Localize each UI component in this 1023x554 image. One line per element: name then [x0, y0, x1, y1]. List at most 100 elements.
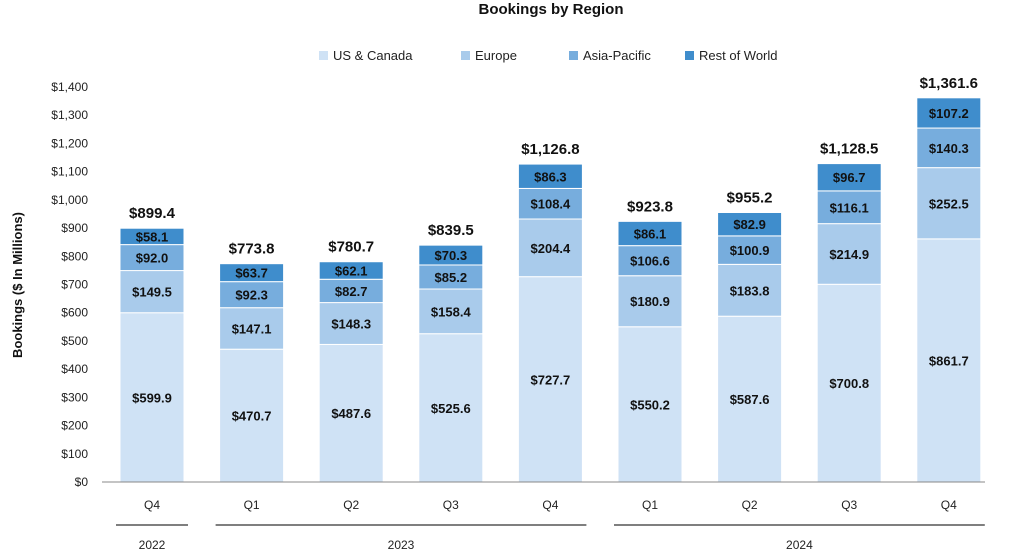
bar-segment-label: $147.1	[232, 321, 272, 336]
y-tick-label: $500	[61, 334, 88, 348]
bar-segment-label: $70.3	[435, 248, 468, 263]
bar-segment	[617, 326, 683, 483]
bar-segment	[916, 97, 982, 129]
bar-segment	[119, 270, 185, 314]
bar-segment-label: $108.4	[531, 197, 572, 212]
bar-total-label: $1,361.6	[920, 75, 978, 92]
y-tick-label: $1,300	[51, 108, 88, 122]
bar-segment	[617, 220, 683, 247]
bar-segment-label: $599.9	[132, 390, 172, 405]
x-tick-label: Q4	[144, 498, 160, 512]
legend-label: US & Canada	[333, 48, 413, 63]
bar-segment-label: $861.7	[929, 353, 969, 368]
bar-segment-label: $107.2	[929, 106, 969, 121]
bar-total-label: $1,128.5	[820, 141, 878, 158]
bar-segment	[219, 307, 285, 350]
year-label: 2022	[139, 538, 166, 552]
bar-segment-label: $148.3	[331, 317, 371, 332]
bar-segment	[219, 348, 285, 483]
bar-segment	[219, 263, 285, 283]
legend: US & Canada Europe Asia-Pacific Rest of Wor…	[319, 48, 778, 63]
bar-segment	[418, 244, 484, 266]
bar-segment	[318, 261, 384, 280]
y-tick-label: $1,200	[51, 136, 88, 150]
bar-segment-label: $180.9	[630, 294, 670, 309]
bar-segment-label: $86.3	[534, 169, 567, 184]
bar-segment	[219, 281, 285, 309]
bar-segment	[717, 315, 783, 483]
bar-segment-label: $62.1	[335, 263, 368, 278]
bar-segment	[916, 127, 982, 169]
y-tick-label: $100	[61, 447, 88, 461]
x-tick-label: Q2	[742, 498, 758, 512]
bar-segment	[418, 264, 484, 290]
bar-segment-label: $82.7	[335, 284, 368, 299]
legend-label: Europe	[475, 48, 517, 63]
bar-segment-label: $204.4	[531, 241, 572, 256]
bar-segment-label: $252.5	[929, 196, 969, 211]
bar-total-label: $839.5	[428, 222, 474, 239]
legend-swatch	[461, 51, 470, 60]
bar-segment	[418, 288, 484, 335]
legend-swatch	[319, 51, 328, 60]
x-tick-label: Q1	[642, 498, 658, 512]
y-tick-label: $600	[61, 306, 88, 320]
y-tick-label: $200	[61, 419, 88, 433]
bar-segment-label: $183.8	[730, 283, 770, 298]
bar-segment-label: $470.7	[232, 409, 272, 424]
x-axis: Q4 Q1 Q2 Q3 Q4 Q1 Q2 Q3 Q4 2022 2023 2024	[116, 498, 985, 552]
y-tick-label: $1,400	[51, 80, 88, 94]
bar-segment	[617, 275, 683, 328]
bar-segment-label: $149.5	[132, 285, 172, 300]
x-tick-label: Q4	[542, 498, 558, 512]
year-label: 2024	[786, 538, 813, 552]
bar-segment	[816, 190, 882, 225]
bar-segment-label: $487.6	[331, 406, 371, 421]
legend-label: Asia-Pacific	[583, 48, 651, 63]
bar-segment	[717, 211, 783, 237]
bar-segment-label: $85.2	[435, 270, 468, 285]
bar-segment-label: $82.9	[733, 217, 766, 232]
legend-swatch	[685, 51, 694, 60]
y-tick-label: $300	[61, 390, 88, 404]
x-tick-label: Q3	[443, 498, 459, 512]
bar-total-label: $955.2	[727, 189, 773, 206]
bar-segment	[816, 283, 882, 483]
bar-total-label: $899.4	[129, 205, 176, 222]
x-tick-label: Q2	[343, 498, 359, 512]
y-tick-label: $0	[75, 475, 89, 489]
bar-segment-label: $550.2	[630, 397, 670, 412]
bar-segment	[517, 187, 583, 220]
bar-segment-label: $727.7	[531, 372, 571, 387]
bar-segment	[517, 218, 583, 278]
bar-segment	[517, 276, 583, 483]
bar-segment	[717, 235, 783, 265]
bar-segment	[916, 167, 982, 240]
y-tick-label: $800	[61, 249, 88, 263]
bar-total-label: $773.8	[229, 241, 275, 258]
bar-segment	[916, 238, 982, 483]
bar-segment-label: $116.1	[830, 200, 869, 215]
bar-segment	[517, 163, 583, 189]
y-axis-label: Bookings ($ In Millions)	[10, 212, 25, 358]
y-tick-label: $400	[61, 362, 88, 376]
bar-total-label: $1,126.8	[521, 141, 579, 158]
bar-total-label: $923.8	[627, 198, 673, 215]
bar-segment	[318, 343, 384, 483]
bar-segment-label: $63.7	[235, 266, 268, 281]
y-tick-label: $700	[61, 278, 88, 292]
bar-segment-label: $92.0	[136, 251, 169, 266]
bar-segment-label: $587.6	[730, 392, 770, 407]
bar-segment-label: $214.9	[829, 247, 869, 262]
bar-segment-label: $700.8	[829, 376, 869, 391]
bar-segment	[816, 163, 882, 192]
bar-total-label: $780.7	[328, 239, 374, 256]
bar-segment-label: $140.3	[929, 141, 969, 156]
bars: $599.9 $149.5 $92.0 $58.1 $899.4 $470.7 $147.1…	[119, 75, 982, 483]
bar-segment-label: $58.1	[136, 229, 169, 244]
y-tick-label: $900	[61, 221, 88, 235]
bar-segment	[318, 302, 384, 345]
x-tick-label: Q3	[841, 498, 857, 512]
year-label: 2023	[388, 538, 415, 552]
